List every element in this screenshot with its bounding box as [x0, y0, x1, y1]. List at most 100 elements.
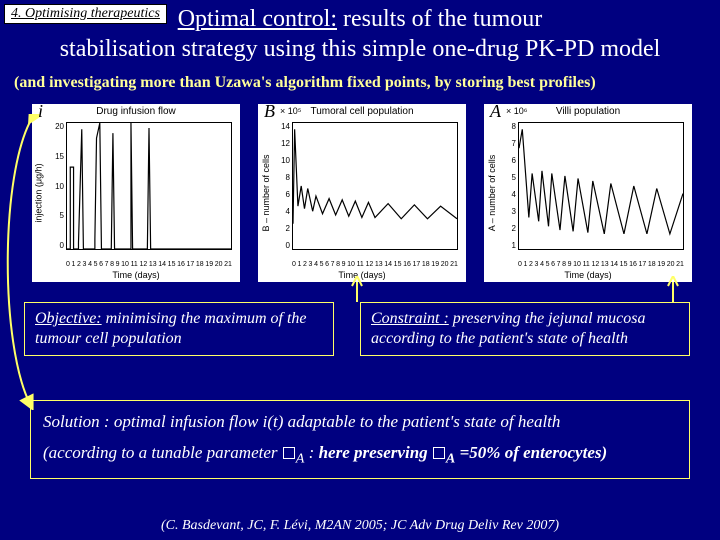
solution-sub2: A [446, 451, 455, 467]
ytick: 7 [504, 139, 516, 148]
ytick: 12 [278, 139, 290, 148]
xtick: 18 [648, 261, 656, 268]
chart-letter-i: i [38, 101, 43, 122]
ylabel-b: B – number of cells [261, 154, 271, 231]
yticks-a: 12345678 [504, 122, 516, 250]
ytick: 1 [504, 241, 516, 250]
xlabel-a: Time (days) [484, 270, 692, 280]
placeholder-glyph-2 [433, 447, 445, 459]
xtick: 18 [196, 261, 204, 268]
xtick: 5 [546, 261, 550, 268]
xtick: 12 [139, 261, 147, 268]
xtick: 9 [568, 261, 572, 268]
xtick: 4 [88, 261, 92, 268]
xtick: 11 [357, 261, 364, 268]
ytick: 6 [278, 190, 290, 199]
xtick: 13 [601, 261, 609, 268]
ylabel-a: A – number of cells [487, 155, 497, 232]
ytick: 14 [278, 122, 290, 131]
xtick: 8 [336, 261, 340, 268]
ytick: 2 [504, 224, 516, 233]
xtick: 5 [320, 261, 324, 268]
solution-l2-b: : [304, 443, 314, 462]
xtick: 21 [224, 261, 232, 268]
xtick: 20 [215, 261, 223, 268]
plot-i [66, 122, 232, 250]
chart-infusion: i Drug infusion flow injection (μg/h) 05… [32, 104, 240, 282]
xtick: 13 [375, 261, 383, 268]
xlabel-i: Time (days) [32, 270, 240, 280]
xtick: 4 [314, 261, 318, 268]
xtick: 6 [551, 261, 555, 268]
ytick: 3 [504, 207, 516, 216]
xtick: 18 [422, 261, 430, 268]
ytick: 8 [278, 173, 290, 182]
ytick: 15 [52, 152, 64, 161]
charts-row: i Drug infusion flow injection (μg/h) 05… [32, 104, 692, 284]
placeholder-glyph-1 [283, 447, 295, 459]
xtick: 16 [403, 261, 411, 268]
xtick: 7 [331, 261, 335, 268]
chart-villi: A × 10⁶ Villi population A – number of c… [484, 104, 692, 282]
xtick: 7 [557, 261, 561, 268]
series-i [67, 123, 231, 249]
constraint-box: Constraint : preserving the jejunal muco… [360, 302, 690, 356]
xtick: 19 [205, 261, 213, 268]
xtick: 4 [540, 261, 544, 268]
xtick: 13 [149, 261, 157, 268]
xtick: 14 [158, 261, 166, 268]
chart-title-b: Tumoral cell population [258, 106, 466, 117]
xtick: 15 [394, 261, 402, 268]
xtick: 2 [77, 261, 81, 268]
xtick: 5 [94, 261, 98, 268]
chart-letter-a: A [490, 101, 501, 122]
chart-tumour: B × 10⁵ Tumoral cell population B – numb… [258, 104, 466, 282]
series-b [293, 129, 457, 224]
xtick: 3 [83, 261, 87, 268]
xtick: 17 [186, 261, 194, 268]
ytick: 2 [278, 224, 290, 233]
solution-l2-a: (according to a tunable parameter [43, 443, 282, 462]
xtick: 15 [168, 261, 176, 268]
chart-letter-b: B [264, 101, 275, 122]
xtick: 16 [177, 261, 185, 268]
ytick: 0 [52, 241, 64, 250]
solution-line1: Solution : optimal infusion flow i(t) ad… [43, 411, 677, 432]
yticks-b: 02468101214 [278, 122, 290, 250]
ytick: 4 [278, 207, 290, 216]
citation: (C. Basdevant, JC, F. Lévi, M2AN 2005; J… [0, 518, 720, 534]
xtick: 2 [529, 261, 533, 268]
chart-title-i: Drug infusion flow [32, 106, 240, 117]
solution-l2-d: =50% of enterocytes) [455, 443, 607, 462]
ytick: 10 [278, 156, 290, 165]
xtick: 8 [562, 261, 566, 268]
xtick: 12 [591, 261, 599, 268]
xtick: 8 [110, 261, 114, 268]
xtick: 11 [131, 261, 138, 268]
ytick: 4 [504, 190, 516, 199]
xtick: 1 [72, 261, 76, 268]
arrow-up-a [666, 276, 680, 302]
xtick: 6 [99, 261, 103, 268]
xtick: 1 [524, 261, 528, 268]
xtick: 21 [450, 261, 458, 268]
xtick: 2 [303, 261, 307, 268]
slide-title: Optimal control: results of the tumour s… [0, 4, 720, 64]
ytick: 5 [504, 173, 516, 182]
solution-l2-c: here preserving [319, 443, 432, 462]
objective-box: Objective: minimising the maximum of the… [24, 302, 334, 356]
plot-b [292, 122, 458, 250]
xtick: 20 [667, 261, 675, 268]
solution-box: Solution : optimal infusion flow i(t) ad… [30, 400, 690, 479]
series-a [519, 129, 683, 234]
xtick: 1 [298, 261, 302, 268]
xtick: 19 [431, 261, 439, 268]
xticks-b: 0123456789101112131415161718192021 [292, 261, 458, 268]
title-underline: Optimal control: [178, 6, 337, 32]
xtick: 9 [116, 261, 120, 268]
ytick: 20 [52, 122, 64, 131]
plot-a [518, 122, 684, 250]
chart-title-a: Villi population [484, 106, 692, 117]
xtick: 17 [638, 261, 646, 268]
slide-subtitle: (and investigating more than Uzawa's alg… [0, 74, 720, 92]
